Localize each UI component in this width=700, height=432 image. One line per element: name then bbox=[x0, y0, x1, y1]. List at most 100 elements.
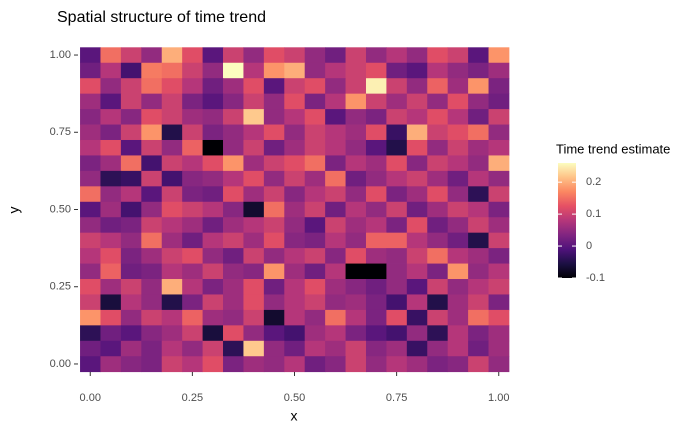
heat-cell bbox=[120, 340, 142, 357]
heat-cell bbox=[223, 294, 244, 311]
heat-cell bbox=[284, 232, 306, 249]
heat-cell bbox=[325, 294, 346, 311]
heat-cell bbox=[161, 248, 183, 264]
heat-cell bbox=[182, 186, 203, 203]
heat-cell bbox=[284, 186, 306, 203]
heat-cell bbox=[202, 170, 224, 187]
heat-cell bbox=[120, 170, 142, 187]
heat-cell bbox=[141, 294, 163, 311]
heat-cell bbox=[223, 232, 244, 249]
heat-cell bbox=[406, 248, 428, 264]
heat-cell bbox=[80, 294, 101, 311]
heat-cell bbox=[284, 217, 306, 234]
heat-cell bbox=[386, 325, 408, 342]
heat-cell bbox=[263, 62, 285, 79]
heat-cell bbox=[243, 109, 265, 125]
heat-cell bbox=[488, 201, 510, 218]
heat-cell bbox=[427, 248, 449, 264]
heat-cell bbox=[386, 78, 408, 95]
heat-cell bbox=[365, 47, 387, 64]
heat-cell bbox=[80, 232, 101, 249]
heat-cell bbox=[468, 217, 489, 234]
heat-cell bbox=[182, 47, 203, 64]
heat-cell bbox=[223, 248, 244, 264]
heat-cell bbox=[488, 186, 510, 203]
heat-cell bbox=[161, 340, 183, 357]
heat-cell bbox=[345, 186, 367, 203]
heat-cell bbox=[447, 93, 469, 110]
heat-cell bbox=[80, 356, 101, 373]
legend-title: Time trend estimate bbox=[556, 141, 670, 156]
heat-cell bbox=[304, 356, 326, 373]
heat-cell bbox=[223, 217, 244, 234]
heat-cell bbox=[304, 201, 326, 218]
heat-cell bbox=[427, 294, 449, 311]
heat-cell bbox=[202, 217, 224, 234]
heat-cell bbox=[447, 294, 469, 311]
heat-cell bbox=[284, 62, 306, 79]
heat-cell bbox=[120, 217, 142, 234]
heat-cell bbox=[263, 170, 285, 187]
heat-cell bbox=[345, 356, 367, 373]
heat-cell bbox=[386, 201, 408, 218]
heat-cell bbox=[243, 340, 265, 357]
heat-cell bbox=[488, 340, 510, 357]
heat-cell bbox=[386, 170, 408, 187]
heat-cell bbox=[447, 139, 469, 156]
heat-cell bbox=[386, 263, 408, 280]
heat-cell bbox=[468, 263, 489, 280]
heat-cell bbox=[406, 279, 428, 295]
heat-cell bbox=[223, 93, 244, 110]
colorbar-tick-label: 0.2 bbox=[586, 176, 601, 188]
heat-cell bbox=[447, 186, 469, 203]
heat-cell bbox=[100, 279, 122, 295]
heat-cell bbox=[325, 109, 346, 125]
heat-cell bbox=[488, 124, 510, 141]
heat-cell bbox=[100, 340, 122, 357]
heat-cell bbox=[161, 186, 183, 203]
heat-cell bbox=[468, 139, 489, 156]
heat-cell bbox=[141, 340, 163, 357]
x-tick-label: 0.75 bbox=[386, 392, 407, 404]
heat-cell bbox=[202, 309, 224, 326]
heat-cell bbox=[386, 47, 408, 64]
heat-cell bbox=[365, 139, 387, 156]
heat-cell bbox=[161, 62, 183, 79]
heat-cell bbox=[141, 356, 163, 373]
heat-cell bbox=[304, 109, 326, 125]
heat-cell bbox=[284, 78, 306, 95]
heat-cell bbox=[427, 309, 449, 326]
heat-cell bbox=[386, 279, 408, 295]
heat-cell bbox=[304, 217, 326, 234]
heat-cell bbox=[202, 325, 224, 342]
heat-cell bbox=[161, 279, 183, 295]
heat-cell bbox=[284, 294, 306, 311]
heat-cell bbox=[120, 325, 142, 342]
heat-cell bbox=[468, 356, 489, 373]
heat-cell bbox=[100, 263, 122, 280]
heat-cell bbox=[243, 139, 265, 156]
heat-cell bbox=[427, 139, 449, 156]
heat-cell bbox=[284, 109, 306, 125]
heat-cell bbox=[263, 248, 285, 264]
heat-cell bbox=[406, 155, 428, 172]
heat-cell bbox=[386, 340, 408, 357]
heat-cell bbox=[120, 155, 142, 172]
heat-cell bbox=[182, 124, 203, 141]
heat-cell bbox=[468, 78, 489, 95]
heat-cell bbox=[243, 62, 265, 79]
heat-cell bbox=[304, 340, 326, 357]
heat-cell bbox=[202, 294, 224, 311]
heat-cell bbox=[120, 309, 142, 326]
heat-cell bbox=[488, 47, 510, 64]
heat-cell bbox=[325, 62, 346, 79]
heat-cell bbox=[345, 109, 367, 125]
heat-cell bbox=[325, 279, 346, 295]
heat-cell bbox=[406, 186, 428, 203]
heat-cell bbox=[202, 155, 224, 172]
heat-cell bbox=[80, 248, 101, 264]
heat-cell bbox=[182, 139, 203, 156]
heat-cell bbox=[243, 124, 265, 141]
heat-cell bbox=[182, 93, 203, 110]
